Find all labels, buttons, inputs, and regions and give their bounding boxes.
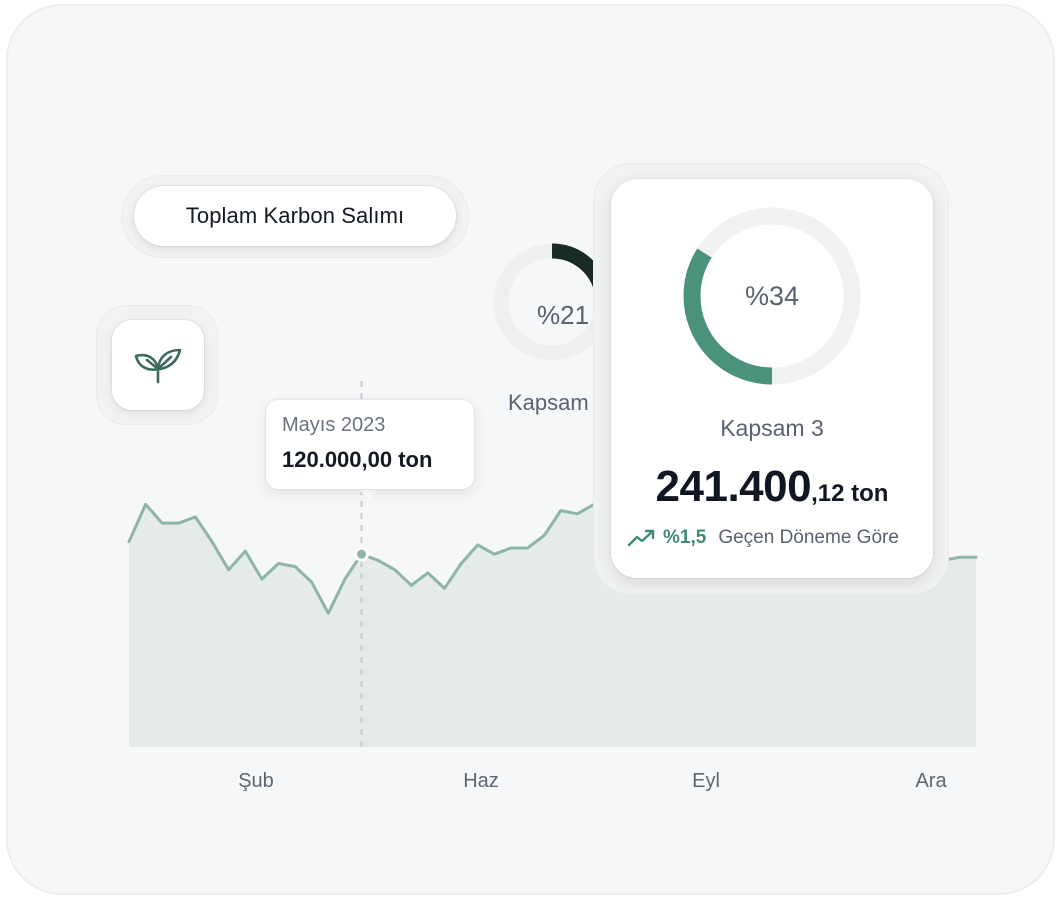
kapsam-3-value-main: 241.400 — [655, 462, 812, 511]
kapsam-3-name: Kapsam 3 — [720, 415, 824, 441]
leaf-icon — [134, 348, 182, 384]
kapsam-3-donut — [682, 206, 862, 391]
trend-up-icon — [627, 529, 655, 547]
title-pill[interactable]: Toplam Karbon Salımı — [134, 186, 456, 246]
kapsam-small-donut-arc — [493, 243, 611, 361]
kapsam-small-name: Kapsam — [508, 390, 589, 415]
card-frame: Şub Haz Eyl Ara Toplam Karbon Salımı %21… — [6, 4, 1055, 895]
kapsam-3-value-decimal: ,12 ton — [811, 480, 889, 507]
x-tick-label: Haz — [463, 770, 499, 792]
tooltip-value: 120.000,00 ton — [282, 447, 433, 472]
trend-row: %1,5 Geçen Döneme Göre — [627, 527, 899, 549]
trend-text: Geçen Döneme Göre — [718, 527, 899, 548]
x-tick-label: Şub — [238, 770, 274, 792]
highlighted-point[interactable] — [354, 546, 370, 562]
title-pill-label: Toplam Karbon Salımı — [185, 203, 405, 228]
x-tick-label: Ara — [915, 770, 947, 792]
kapsam-3-donut-arc — [683, 207, 861, 385]
kapsam-3-value: 241.400,12 ton — [611, 462, 933, 512]
chart-tooltip: Mayıs 2023 120.000,00 ton — [266, 400, 474, 489]
kapsam-3-percent: %34 — [744, 281, 800, 311]
trend-percent: %1,5 — [663, 527, 707, 548]
tooltip-date: Mayıs 2023 — [282, 414, 386, 436]
leaf-icon-tile — [112, 320, 204, 410]
x-tick-label: Eyl — [692, 770, 720, 792]
kapsam-3-card[interactable]: %34 Kapsam 3 241.400,12 ton %1,5 Geçen D… — [611, 179, 933, 578]
kapsam-small-percent: %21 — [537, 300, 590, 330]
